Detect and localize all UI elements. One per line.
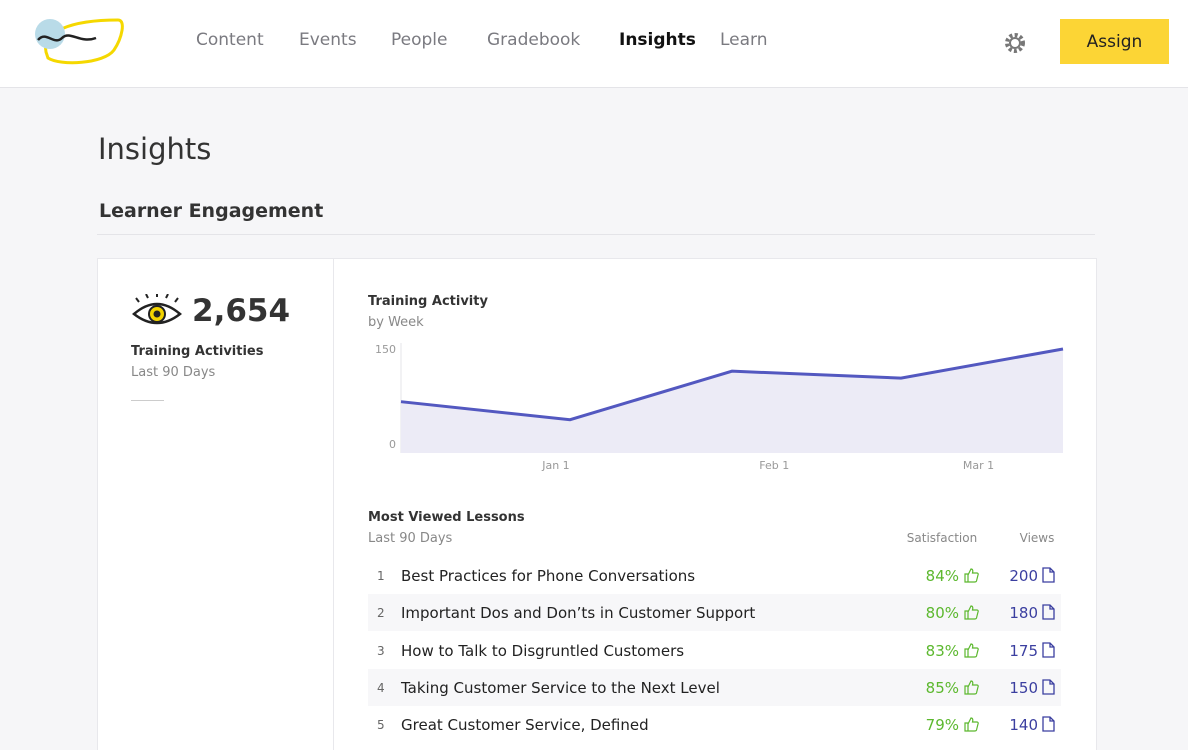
eye-icon — [132, 294, 182, 325]
rank: 3 — [377, 643, 385, 658]
views-value: 150 — [1009, 678, 1038, 697]
nav-item[interactable]: People — [391, 30, 448, 50]
lesson-row[interactable]: 1 Best Practices for Phone Conversations 8… — [368, 557, 1061, 594]
header: Assign Content Events People Gradebook Insig… — [0, 0, 1188, 88]
lesson-title: Important Dos and Don’ts in Customer Sup… — [401, 604, 756, 623]
doc-icon — [1042, 641, 1055, 658]
section-rule — [97, 234, 1095, 235]
nav-item[interactable]: Content — [196, 30, 264, 50]
views: 140 — [1009, 716, 1055, 734]
satisfaction: 80% — [926, 604, 979, 622]
stat-label: Training Activities — [131, 344, 264, 359]
views-value: 180 — [1009, 604, 1038, 623]
thumb-icon — [964, 680, 979, 695]
rank: 1 — [377, 569, 385, 583]
lesson-title: Great Customer Service, Defined — [401, 716, 649, 735]
doc-icon — [1042, 604, 1055, 620]
column-header: Satisfaction — [906, 531, 978, 545]
stat-period: Last 90 Days — [131, 365, 216, 380]
lesson-row[interactable]: 3 How to Talk to Disgruntled Customers 83%… — [368, 632, 1061, 669]
views-value: 200 — [1009, 567, 1038, 585]
nav-item[interactable]: Events — [299, 30, 357, 50]
nav-item[interactable]: Gradebook — [487, 30, 581, 50]
x-tick-label: Feb 1 — [759, 459, 789, 472]
rank: 4 — [377, 680, 385, 695]
views-value: 175 — [1009, 641, 1038, 660]
views: 175 — [1009, 642, 1055, 660]
thumb-icon — [964, 605, 979, 620]
y-tick-label: 0 — [389, 438, 396, 451]
satisfaction: 84% — [926, 567, 979, 585]
x-tick-label: Jan 1 — [541, 459, 569, 472]
lesson-title: Best Practices for Phone Conversations — [401, 567, 696, 585]
satisfaction-value: 84% — [925, 567, 959, 585]
logo[interactable] — [30, 12, 130, 72]
rank: 2 — [377, 606, 385, 621]
stat-rule — [131, 400, 164, 401]
lessons-period: Last 90 Days — [368, 531, 453, 546]
satisfaction-value: 83% — [925, 641, 959, 660]
nav-item[interactable]: Learn — [720, 30, 768, 50]
satisfaction-value: 79% — [925, 716, 959, 735]
nav-item[interactable]: Insights — [619, 30, 696, 50]
page-title: Insights — [98, 132, 212, 166]
doc-icon — [1042, 716, 1055, 732]
settings-icon[interactable] — [1002, 30, 1028, 56]
satisfaction: 85% — [926, 679, 979, 697]
line — [400, 347, 1064, 422]
thumb-icon — [964, 642, 979, 658]
area — [401, 349, 1063, 453]
y-tick-label: 150 — [375, 343, 396, 356]
rank: 5 — [377, 718, 385, 733]
lesson-row[interactable]: 5 Great Customer Service, Defined 79% 140 — [368, 706, 1061, 743]
x-tick-label: Mar 1 — [963, 459, 994, 472]
satisfaction: 83% — [926, 642, 979, 660]
card — [97, 258, 1097, 750]
chart-title: Training Activity — [368, 294, 488, 309]
views: 150 — [1009, 679, 1055, 697]
chart-subtitle: by Week — [368, 315, 424, 330]
lesson-title: How to Talk to Disgruntled Customers — [401, 641, 685, 660]
satisfaction-value: 85% — [925, 678, 959, 697]
views: 180 — [1009, 604, 1055, 622]
doc-icon — [1042, 679, 1055, 695]
thumb-icon — [964, 717, 979, 732]
stat-value: 2,654 — [192, 293, 291, 329]
lessons-title: Most Viewed Lessons — [368, 510, 525, 525]
lesson-title: Taking Customer Service to the Next Leve… — [401, 678, 720, 697]
column-header: Views — [1019, 531, 1055, 545]
satisfaction-value: 80% — [925, 604, 959, 623]
doc-icon — [1042, 567, 1055, 583]
divider — [333, 258, 334, 750]
views-value: 140 — [1009, 716, 1038, 735]
thumb-icon — [964, 568, 979, 583]
section-title: Learner Engagement — [99, 200, 324, 222]
lesson-row[interactable]: 2 Important Dos and Don’ts in Customer Su… — [368, 594, 1061, 632]
lesson-row[interactable]: 4 Taking Customer Service to the Next Lev… — [368, 668, 1061, 706]
satisfaction: 79% — [926, 716, 979, 734]
views: 200 — [1009, 567, 1055, 585]
assign-button[interactable]: Assign — [1060, 19, 1169, 64]
